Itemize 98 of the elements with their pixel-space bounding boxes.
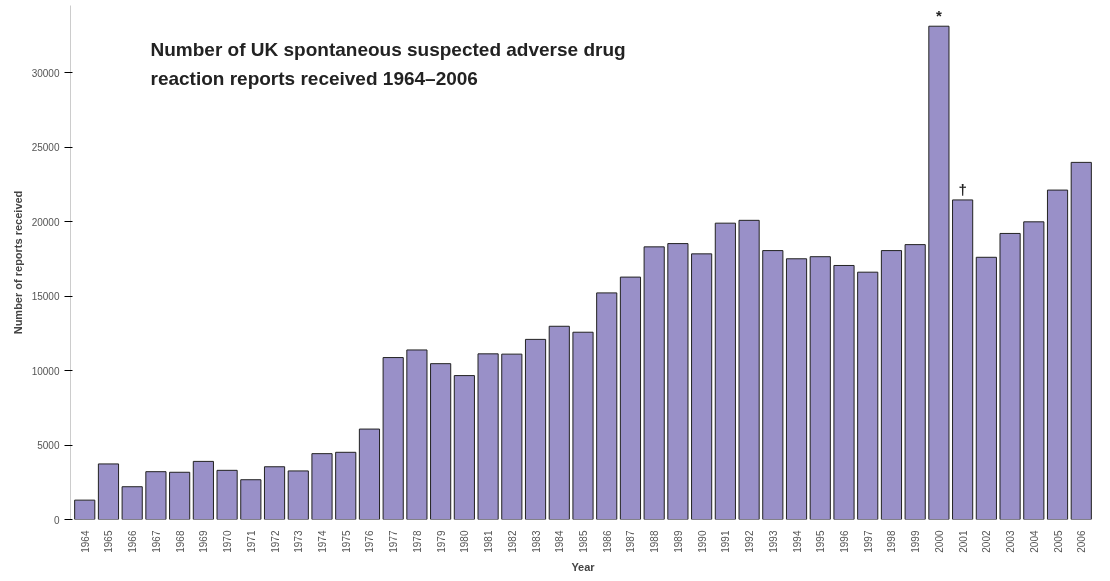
y-tick-label: 15000	[31, 291, 60, 303]
bar	[904, 244, 926, 520]
bar	[406, 349, 428, 520]
x-tick-label: 1980	[459, 530, 471, 553]
x-tick-label: 1966	[127, 530, 139, 553]
x-tick-label: 1983	[530, 530, 542, 553]
bar	[880, 250, 903, 520]
x-tick-label: 1978	[411, 530, 423, 553]
bar	[145, 471, 167, 520]
bar	[975, 256, 997, 520]
bar	[169, 471, 191, 520]
x-tick-label: 2006	[1076, 530, 1088, 553]
x-tick-label: 1996	[839, 530, 850, 553]
bar	[952, 199, 974, 520]
x-tick-label: 1998	[886, 530, 898, 553]
x-tick-label: 1977	[388, 530, 400, 553]
y-tick-label: 20000	[31, 216, 60, 228]
bar	[809, 256, 831, 520]
bar	[287, 470, 309, 520]
bar	[335, 451, 357, 520]
x-tick-label: 1976	[364, 530, 376, 553]
bar	[1070, 161, 1092, 520]
bar	[263, 466, 286, 520]
bar	[738, 219, 760, 520]
bar	[548, 325, 570, 520]
x-tick-label: 2004	[1028, 530, 1040, 553]
x-tick-label: 2001	[957, 530, 969, 553]
x-tick-label: 1990	[696, 530, 708, 553]
bar	[833, 264, 855, 520]
x-tick-label: 1993	[767, 530, 779, 553]
bar	[857, 271, 879, 520]
bar	[311, 453, 333, 520]
bar	[1023, 221, 1045, 520]
x-tick-label: 1986	[601, 530, 613, 553]
bar	[358, 428, 381, 520]
bar	[643, 246, 665, 520]
x-tick-label: 1981	[483, 530, 495, 553]
bar	[999, 232, 1021, 520]
y-tick-label: 25000	[31, 142, 60, 154]
x-tick-label: 1971	[245, 530, 257, 553]
x-tick-label: 1975	[340, 530, 352, 553]
bar	[714, 222, 736, 520]
x-tick-label: 2005	[1052, 530, 1064, 553]
y-tick-label: 10000	[31, 365, 60, 377]
x-tick-label: 1969	[198, 530, 210, 553]
x-tick-label: 1991	[720, 530, 732, 553]
bar	[691, 253, 713, 520]
x-tick-label: 1999	[910, 530, 922, 553]
bar	[572, 331, 594, 520]
x-tick-label: 1988	[649, 530, 661, 553]
bar	[1046, 189, 1069, 520]
bar	[453, 375, 475, 520]
x-tick-label: 1968	[174, 530, 186, 553]
x-tick-label: 1974	[317, 530, 328, 553]
bar	[477, 353, 499, 520]
x-tick-label: 1985	[578, 530, 589, 553]
x-tick-label: 1994	[791, 530, 803, 553]
bar	[382, 357, 404, 520]
bar	[596, 292, 618, 520]
x-tick-label: 1964	[79, 530, 91, 553]
x-axis-title: Year	[571, 560, 596, 573]
annotation: †	[958, 180, 967, 198]
bar	[928, 25, 950, 520]
x-tick-label: 1973	[293, 530, 305, 553]
y-tick-label: 5000	[37, 440, 60, 452]
bar	[192, 460, 214, 520]
bar	[74, 499, 96, 520]
y-tick-label: 30000	[31, 67, 60, 79]
x-tick-label: 2002	[981, 530, 993, 553]
x-tick-label: 1997	[862, 530, 874, 553]
x-tick-label: 1967	[150, 530, 162, 553]
x-tick-label: 1995	[815, 530, 827, 553]
y-tick-label: 0	[53, 514, 60, 526]
bar	[501, 353, 523, 520]
x-tick-label: 1982	[506, 530, 518, 553]
bar	[97, 463, 120, 520]
x-tick-label: 1984	[554, 530, 566, 553]
bar	[240, 479, 262, 520]
bar	[785, 258, 808, 520]
annotation: *	[935, 7, 942, 25]
text: Number of UK spontaneous suspected adverse drug reaction reports received 1964–2006	[150, 39, 626, 90]
x-tick-label: 1965	[103, 530, 115, 553]
x-tick-label: 1979	[435, 530, 447, 553]
x-tick-label: 1989	[672, 530, 684, 553]
bar	[667, 243, 689, 520]
x-tick-label: 2003	[1005, 530, 1017, 553]
x-tick-label: 1972	[269, 530, 281, 553]
bar	[619, 276, 642, 520]
x-tick-label: 1970	[222, 530, 234, 553]
bar	[524, 338, 547, 520]
bar	[216, 469, 238, 520]
x-tick-label: 1987	[625, 530, 637, 553]
bar	[430, 363, 452, 520]
bar	[121, 486, 143, 520]
bar	[762, 250, 784, 520]
x-tick-label: 1992	[744, 530, 756, 553]
x-tick-label: 2000	[933, 530, 945, 553]
y-axis-title: Number of reports received	[11, 190, 24, 335]
